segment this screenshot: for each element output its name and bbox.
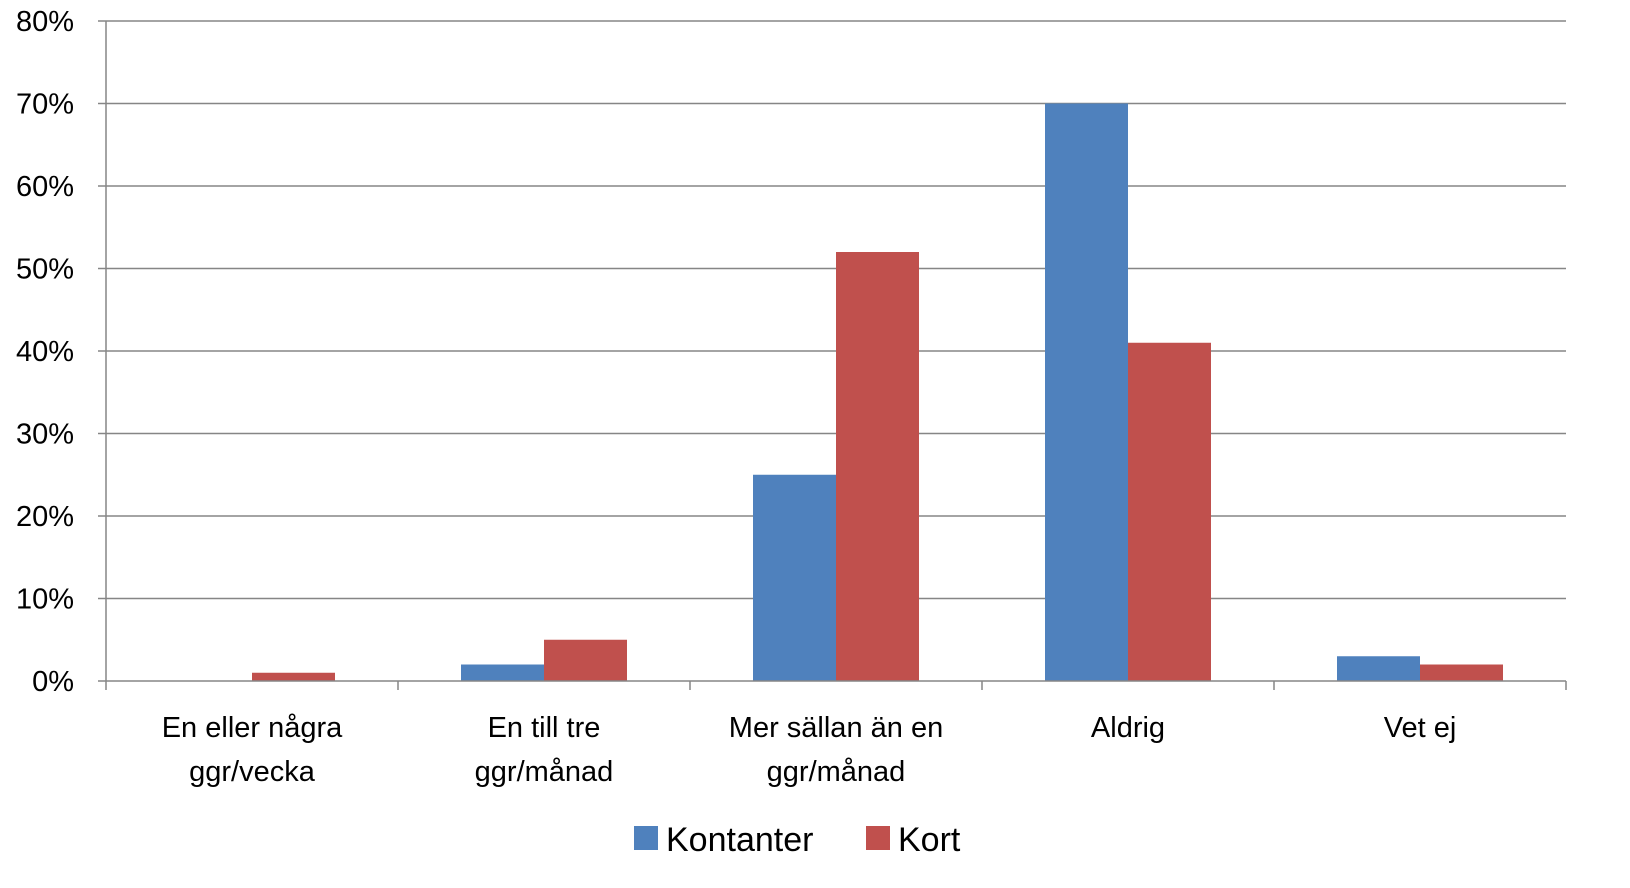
x-category-label: En till tre ggr/månad <box>475 712 614 788</box>
bar-kontanter <box>753 475 836 681</box>
y-tick-label: 30% <box>16 419 74 451</box>
y-tick-label: 10% <box>16 584 74 616</box>
x-category-label-line: ggr/vecka <box>189 756 316 788</box>
x-category-label-line: ggr/månad <box>475 756 614 788</box>
x-category-label: Vet ej <box>1384 712 1457 744</box>
bar-kort <box>1128 343 1211 681</box>
bar-kort <box>1420 665 1503 682</box>
x-category-label-line: En eller några <box>162 712 343 744</box>
x-category-label-line: Aldrig <box>1091 712 1165 744</box>
y-tick-label: 70% <box>16 89 74 121</box>
bar-kort <box>252 673 335 681</box>
bar-kontanter <box>461 665 544 682</box>
legend-label-kort: Kort <box>898 821 961 859</box>
bar-kontanter <box>1337 656 1420 681</box>
x-category-label-line: En till tre <box>488 712 601 744</box>
bar-kort <box>836 252 919 681</box>
x-category-label-line: Mer sällan än en <box>729 712 943 744</box>
x-category-label: En eller några ggr/vecka <box>162 712 343 788</box>
x-category-labels: En eller några ggr/vecka En till tre ggr/må… <box>162 712 1457 788</box>
y-tick-label: 20% <box>16 501 74 533</box>
x-category-label: Aldrig <box>1091 712 1165 744</box>
bar-kontanter <box>1045 104 1128 682</box>
legend: Kontanter Kort <box>634 821 961 859</box>
y-tick-label: 40% <box>16 336 74 368</box>
y-tick-label: 80% <box>16 6 74 38</box>
y-tick-label: 50% <box>16 254 74 286</box>
bars <box>252 104 1503 682</box>
x-category-label-line: ggr/månad <box>767 756 906 788</box>
x-category-label: Mer sällan än en ggr/månad <box>729 712 943 788</box>
legend-swatch-kontanter <box>634 826 658 850</box>
bar-kort <box>544 640 627 681</box>
x-category-label-line: Vet ej <box>1384 712 1457 744</box>
y-tick-label: 60% <box>16 171 74 203</box>
y-tick-label: 0% <box>32 666 74 698</box>
legend-label-kontanter: Kontanter <box>666 821 813 859</box>
y-tick-labels: 0% 10% 20% 30% 40% 50% 60% 70% 80% <box>16 6 74 698</box>
legend-swatch-kort <box>866 826 890 850</box>
